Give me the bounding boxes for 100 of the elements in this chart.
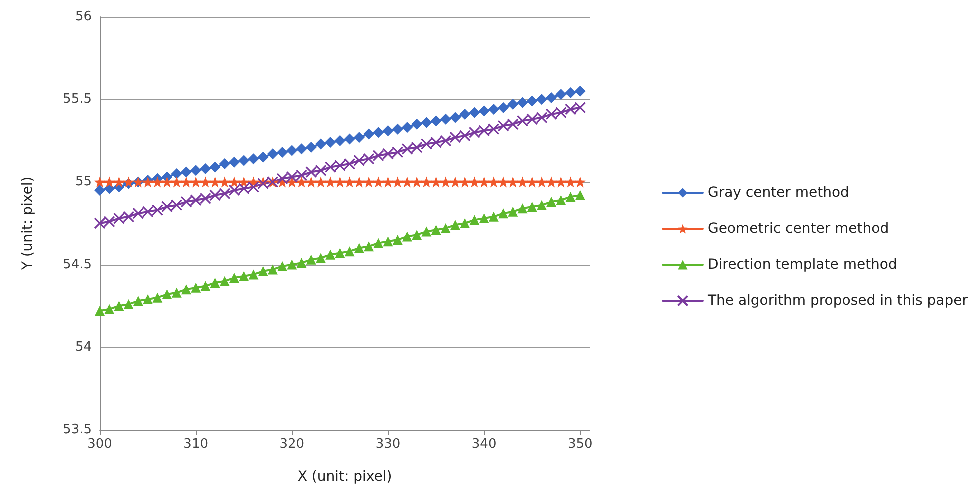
point xyxy=(536,176,548,188)
point xyxy=(402,176,413,188)
point xyxy=(479,214,490,224)
point xyxy=(200,281,211,292)
point xyxy=(382,125,394,136)
point xyxy=(556,89,567,100)
point xyxy=(152,204,164,216)
point xyxy=(402,122,413,134)
point xyxy=(94,176,106,188)
point xyxy=(239,271,250,282)
point xyxy=(200,192,212,205)
point xyxy=(566,192,576,202)
point xyxy=(162,290,172,300)
point xyxy=(344,134,356,145)
point xyxy=(527,202,538,212)
point xyxy=(94,184,106,196)
point xyxy=(565,176,576,188)
point xyxy=(430,176,442,188)
point xyxy=(574,102,586,114)
point xyxy=(104,176,116,188)
point xyxy=(344,176,356,188)
point xyxy=(210,278,220,288)
point xyxy=(200,176,212,188)
point xyxy=(326,250,336,260)
point xyxy=(258,152,269,163)
point xyxy=(200,163,212,174)
point xyxy=(420,138,432,150)
point xyxy=(507,118,519,130)
point xyxy=(478,176,490,188)
y-tick-label: 53.5 xyxy=(63,422,92,438)
point xyxy=(161,201,174,213)
point xyxy=(460,176,471,188)
point xyxy=(315,176,326,188)
point xyxy=(248,154,260,165)
point xyxy=(325,176,336,188)
point xyxy=(556,176,567,188)
point xyxy=(508,206,518,217)
point xyxy=(460,108,471,120)
point xyxy=(354,176,365,188)
point xyxy=(296,170,308,182)
point xyxy=(238,183,250,195)
point xyxy=(123,211,135,223)
point xyxy=(316,253,326,264)
point xyxy=(296,176,308,188)
point xyxy=(229,156,240,168)
point xyxy=(133,296,144,306)
point xyxy=(210,162,221,173)
point xyxy=(114,176,125,188)
point xyxy=(430,136,442,148)
point xyxy=(230,273,240,284)
point xyxy=(363,153,375,165)
point xyxy=(440,114,452,125)
point xyxy=(546,197,557,208)
point xyxy=(536,112,548,124)
point xyxy=(421,117,432,128)
point xyxy=(508,176,519,188)
point xyxy=(286,145,298,156)
point xyxy=(171,168,182,180)
y-tick-label: 56 xyxy=(75,10,92,24)
point xyxy=(546,108,558,120)
point xyxy=(422,226,432,237)
point xyxy=(143,294,154,304)
point xyxy=(536,94,548,106)
x-tick-label: 320 xyxy=(280,437,305,452)
point xyxy=(546,92,558,104)
point xyxy=(104,304,115,314)
point xyxy=(498,208,509,219)
point xyxy=(181,284,192,295)
point xyxy=(450,176,461,188)
point xyxy=(142,206,154,218)
point xyxy=(526,176,538,188)
point xyxy=(344,158,356,170)
point xyxy=(287,260,298,270)
point xyxy=(190,165,202,176)
legend-label: Geometric center method xyxy=(708,221,890,237)
point xyxy=(276,173,288,185)
point xyxy=(460,218,470,228)
point xyxy=(267,148,278,160)
point xyxy=(219,158,230,170)
point xyxy=(536,200,547,210)
point xyxy=(124,299,134,310)
point xyxy=(574,176,586,188)
point xyxy=(296,144,308,155)
point xyxy=(382,148,394,160)
point xyxy=(268,264,278,275)
y-axis-title: Y (unit: pixel) xyxy=(20,176,36,272)
point xyxy=(219,176,230,188)
point xyxy=(306,176,317,188)
point xyxy=(470,215,480,226)
point xyxy=(152,292,163,303)
y-tick-label: 55.5 xyxy=(63,92,92,108)
point xyxy=(517,176,528,188)
point xyxy=(440,223,451,234)
point xyxy=(450,132,462,144)
x-tick-label: 330 xyxy=(376,437,401,452)
point xyxy=(190,194,202,206)
point xyxy=(488,212,499,222)
point xyxy=(171,200,183,212)
point xyxy=(190,176,202,188)
point xyxy=(574,86,586,97)
